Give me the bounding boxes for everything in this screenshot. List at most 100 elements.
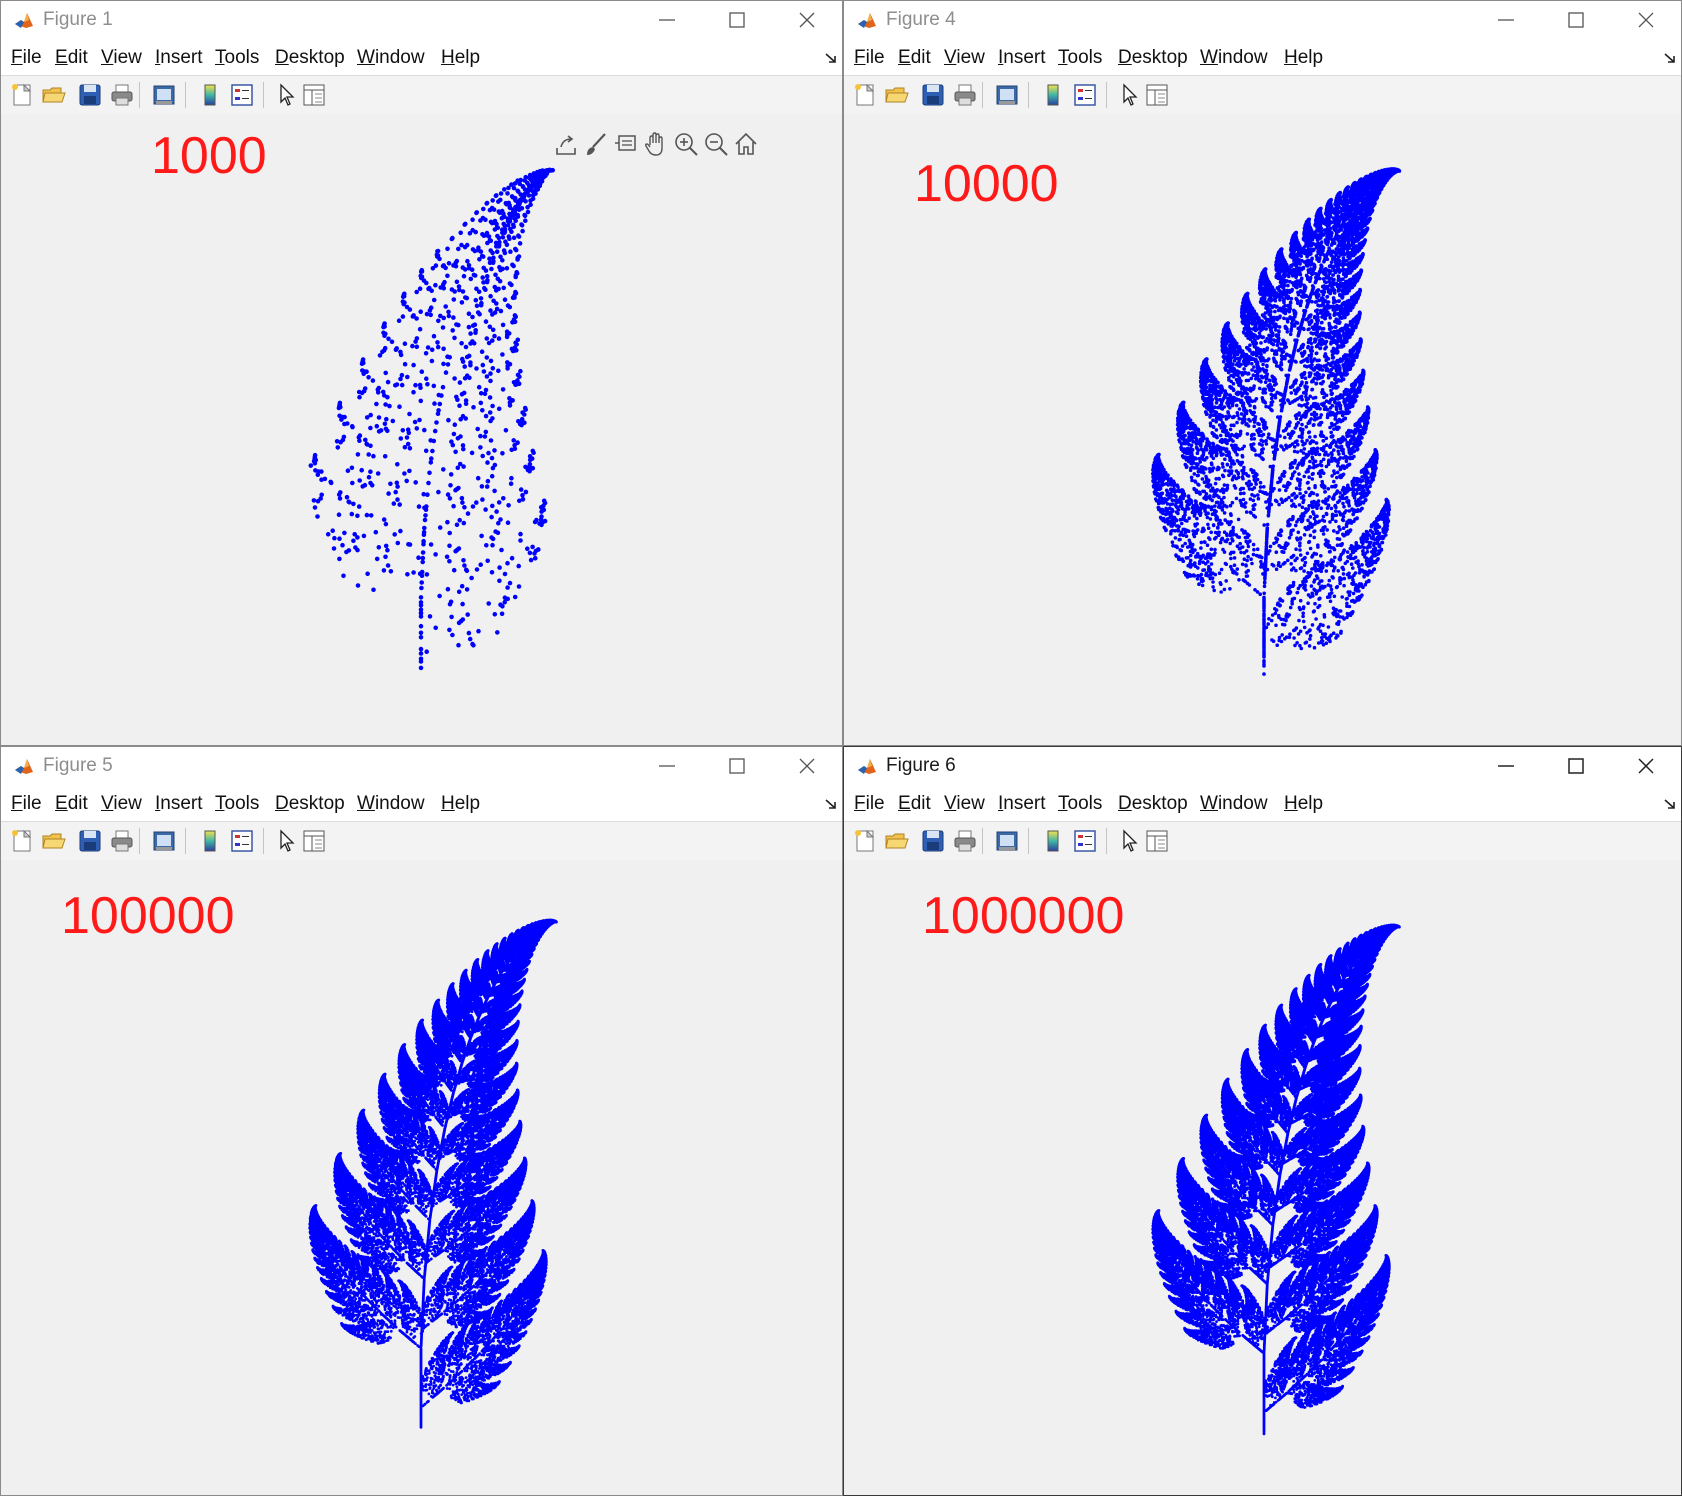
menu-insert[interactable]: Insert — [155, 47, 203, 68]
figure-canvas[interactable]: 1000 — [1, 114, 842, 745]
print-icon[interactable] — [952, 82, 978, 108]
minimize-button[interactable] — [632, 1, 702, 39]
print-preview-icon[interactable] — [994, 82, 1020, 108]
dock-arrow-icon[interactable] — [824, 797, 838, 811]
print-icon[interactable] — [109, 82, 135, 108]
menu-window[interactable]: Window — [357, 793, 425, 814]
close-button[interactable] — [772, 747, 842, 785]
property-editor-icon[interactable] — [1144, 828, 1170, 854]
menu-window[interactable]: Window — [1200, 793, 1268, 814]
pan-icon[interactable] — [643, 130, 669, 158]
menu-view[interactable]: View — [101, 793, 142, 814]
colorbar-icon[interactable] — [1040, 82, 1066, 108]
edit-plot-arrow-icon[interactable] — [1116, 82, 1142, 108]
property-editor-icon[interactable] — [301, 82, 327, 108]
maximize-button[interactable] — [702, 747, 772, 785]
edit-plot-arrow-icon[interactable] — [273, 828, 299, 854]
menu-edit[interactable]: Edit — [898, 793, 931, 814]
close-button[interactable] — [772, 1, 842, 39]
menu-edit[interactable]: Edit — [55, 793, 88, 814]
property-editor-icon[interactable] — [1144, 82, 1170, 108]
close-button[interactable] — [1611, 747, 1681, 785]
open-file-icon[interactable] — [884, 82, 910, 108]
edit-plot-arrow-icon[interactable] — [1116, 828, 1142, 854]
maximize-button[interactable] — [1541, 1, 1611, 39]
menu-desktop[interactable]: Desktop — [1118, 47, 1188, 68]
new-figure-icon[interactable] — [9, 828, 35, 854]
colorbar-icon[interactable] — [1040, 828, 1066, 854]
menu-window[interactable]: Window — [357, 47, 425, 68]
figure-canvas[interactable]: 10000 — [844, 114, 1681, 745]
menu-view[interactable]: View — [944, 47, 985, 68]
menu-file[interactable]: File — [11, 793, 42, 814]
legend-icon[interactable] — [1072, 82, 1098, 108]
new-figure-icon[interactable] — [852, 82, 878, 108]
save-icon[interactable] — [77, 828, 103, 854]
menu-help[interactable]: Help — [441, 793, 481, 814]
title-bar[interactable]: Figure 1 — [1, 1, 842, 39]
colorbar-icon[interactable] — [197, 82, 223, 108]
title-bar[interactable]: Figure 6 — [844, 747, 1681, 785]
print-icon[interactable] — [109, 828, 135, 854]
fern-plot[interactable] — [844, 114, 1681, 745]
legend-icon[interactable] — [229, 828, 255, 854]
datatip-icon[interactable] — [613, 130, 639, 158]
save-icon[interactable] — [920, 828, 946, 854]
menu-insert[interactable]: Insert — [998, 47, 1046, 68]
dock-arrow-icon[interactable] — [1663, 797, 1677, 811]
minimize-button[interactable] — [632, 747, 702, 785]
dock-arrow-icon[interactable] — [824, 51, 838, 65]
menu-edit[interactable]: Edit — [55, 47, 88, 68]
new-figure-icon[interactable] — [9, 82, 35, 108]
menu-tools[interactable]: Tools — [215, 47, 260, 68]
zoom-in-icon[interactable] — [673, 130, 699, 158]
colorbar-icon[interactable] — [197, 828, 223, 854]
maximize-button[interactable] — [1541, 747, 1611, 785]
menu-tools[interactable]: Tools — [1058, 47, 1103, 68]
print-icon[interactable] — [952, 828, 978, 854]
title-bar[interactable]: Figure 4 — [844, 1, 1681, 39]
figure-canvas[interactable]: 100000 — [1, 860, 842, 1495]
open-file-icon[interactable] — [884, 828, 910, 854]
minimize-button[interactable] — [1471, 747, 1541, 785]
maximize-button[interactable] — [702, 1, 772, 39]
menu-help[interactable]: Help — [1284, 793, 1324, 814]
menu-insert[interactable]: Insert — [998, 793, 1046, 814]
fern-plot[interactable] — [1, 114, 842, 745]
save-icon[interactable] — [920, 82, 946, 108]
menu-help[interactable]: Help — [441, 47, 481, 68]
menu-file[interactable]: File — [11, 47, 42, 68]
figure-canvas[interactable]: 1000000 — [844, 860, 1681, 1495]
fern-plot[interactable] — [1, 860, 842, 1495]
zoom-out-icon[interactable] — [703, 130, 729, 158]
save-icon[interactable] — [77, 82, 103, 108]
menu-window[interactable]: Window — [1200, 47, 1268, 68]
open-file-icon[interactable] — [41, 828, 67, 854]
legend-icon[interactable] — [229, 82, 255, 108]
dock-arrow-icon[interactable] — [1663, 51, 1677, 65]
menu-desktop[interactable]: Desktop — [275, 47, 345, 68]
export-icon[interactable] — [553, 130, 579, 158]
menu-file[interactable]: File — [854, 793, 885, 814]
edit-plot-arrow-icon[interactable] — [273, 82, 299, 108]
minimize-button[interactable] — [1471, 1, 1541, 39]
menu-desktop[interactable]: Desktop — [1118, 793, 1188, 814]
menu-edit[interactable]: Edit — [898, 47, 931, 68]
menu-file[interactable]: File — [854, 47, 885, 68]
brush-icon[interactable] — [583, 130, 609, 158]
home-icon[interactable] — [733, 130, 759, 158]
close-button[interactable] — [1611, 1, 1681, 39]
new-figure-icon[interactable] — [852, 828, 878, 854]
open-file-icon[interactable] — [41, 82, 67, 108]
print-preview-icon[interactable] — [151, 82, 177, 108]
menu-tools[interactable]: Tools — [215, 793, 260, 814]
print-preview-icon[interactable] — [151, 828, 177, 854]
menu-view[interactable]: View — [944, 793, 985, 814]
property-editor-icon[interactable] — [301, 828, 327, 854]
fern-plot[interactable] — [844, 860, 1681, 1495]
legend-icon[interactable] — [1072, 828, 1098, 854]
menu-insert[interactable]: Insert — [155, 793, 203, 814]
menu-tools[interactable]: Tools — [1058, 793, 1103, 814]
menu-desktop[interactable]: Desktop — [275, 793, 345, 814]
menu-help[interactable]: Help — [1284, 47, 1324, 68]
